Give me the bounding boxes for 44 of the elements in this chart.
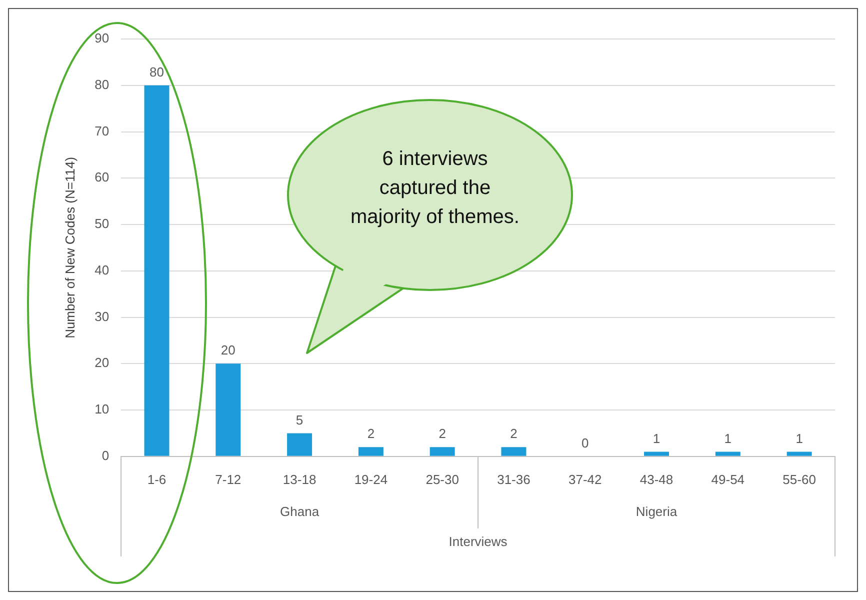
bar (287, 433, 312, 456)
bar (644, 452, 670, 456)
x-tick-label: 7-12 (215, 472, 242, 487)
data-label: 2 (438, 426, 446, 442)
bar (430, 447, 455, 456)
data-label: 5 (296, 412, 304, 428)
bar (216, 364, 241, 456)
data-label: 0 (582, 435, 589, 450)
x-tick-label: 1-6 (147, 472, 166, 487)
x-tick-label: 31-36 (497, 472, 530, 487)
y-axis-title: Number of New Codes (N=114) (62, 156, 78, 338)
data-label: 1 (796, 430, 803, 446)
x-tick-label: 19-24 (354, 472, 388, 487)
annotation: 6 interviews captured the majority of themes. (350, 147, 520, 230)
data-label: 1 (652, 430, 660, 446)
data-label: 20 (220, 342, 236, 358)
x-tick-label: 55-60 (782, 472, 816, 487)
x-tick-label: 49-54 (711, 472, 745, 487)
text: Nigeria (636, 504, 678, 519)
y-tick-label: 20 (94, 355, 110, 370)
y-tick-label: 50 (94, 216, 110, 232)
y-tick-label: 80 (94, 76, 110, 92)
bar (501, 447, 526, 456)
bar (786, 452, 812, 456)
x-axis-title: Interviews (448, 534, 508, 549)
data-label: 2 (510, 426, 518, 442)
y-tick-label: 90 (94, 30, 110, 46)
bar (715, 452, 740, 456)
data-label: 80 (150, 64, 164, 80)
x-tick-label: 13-18 (282, 472, 316, 487)
x-tick-label: 37-42 (568, 472, 602, 487)
data-label: 1 (724, 430, 732, 446)
y-tick-label: 40 (94, 262, 110, 278)
y-tick-label: 0 (102, 448, 110, 463)
y-tick-label: 60 (94, 170, 110, 185)
y-tick-label: 10 (94, 402, 110, 417)
data-label: 2 (367, 426, 375, 442)
y-tick-label: 30 (94, 308, 110, 324)
bar (144, 85, 170, 456)
y-tick-label: 70 (94, 123, 110, 138)
bar (358, 447, 384, 456)
text: Ghana (280, 504, 320, 519)
x-tick-label: 43-48 (640, 472, 674, 487)
x-tick-label: 25-30 (426, 472, 459, 487)
